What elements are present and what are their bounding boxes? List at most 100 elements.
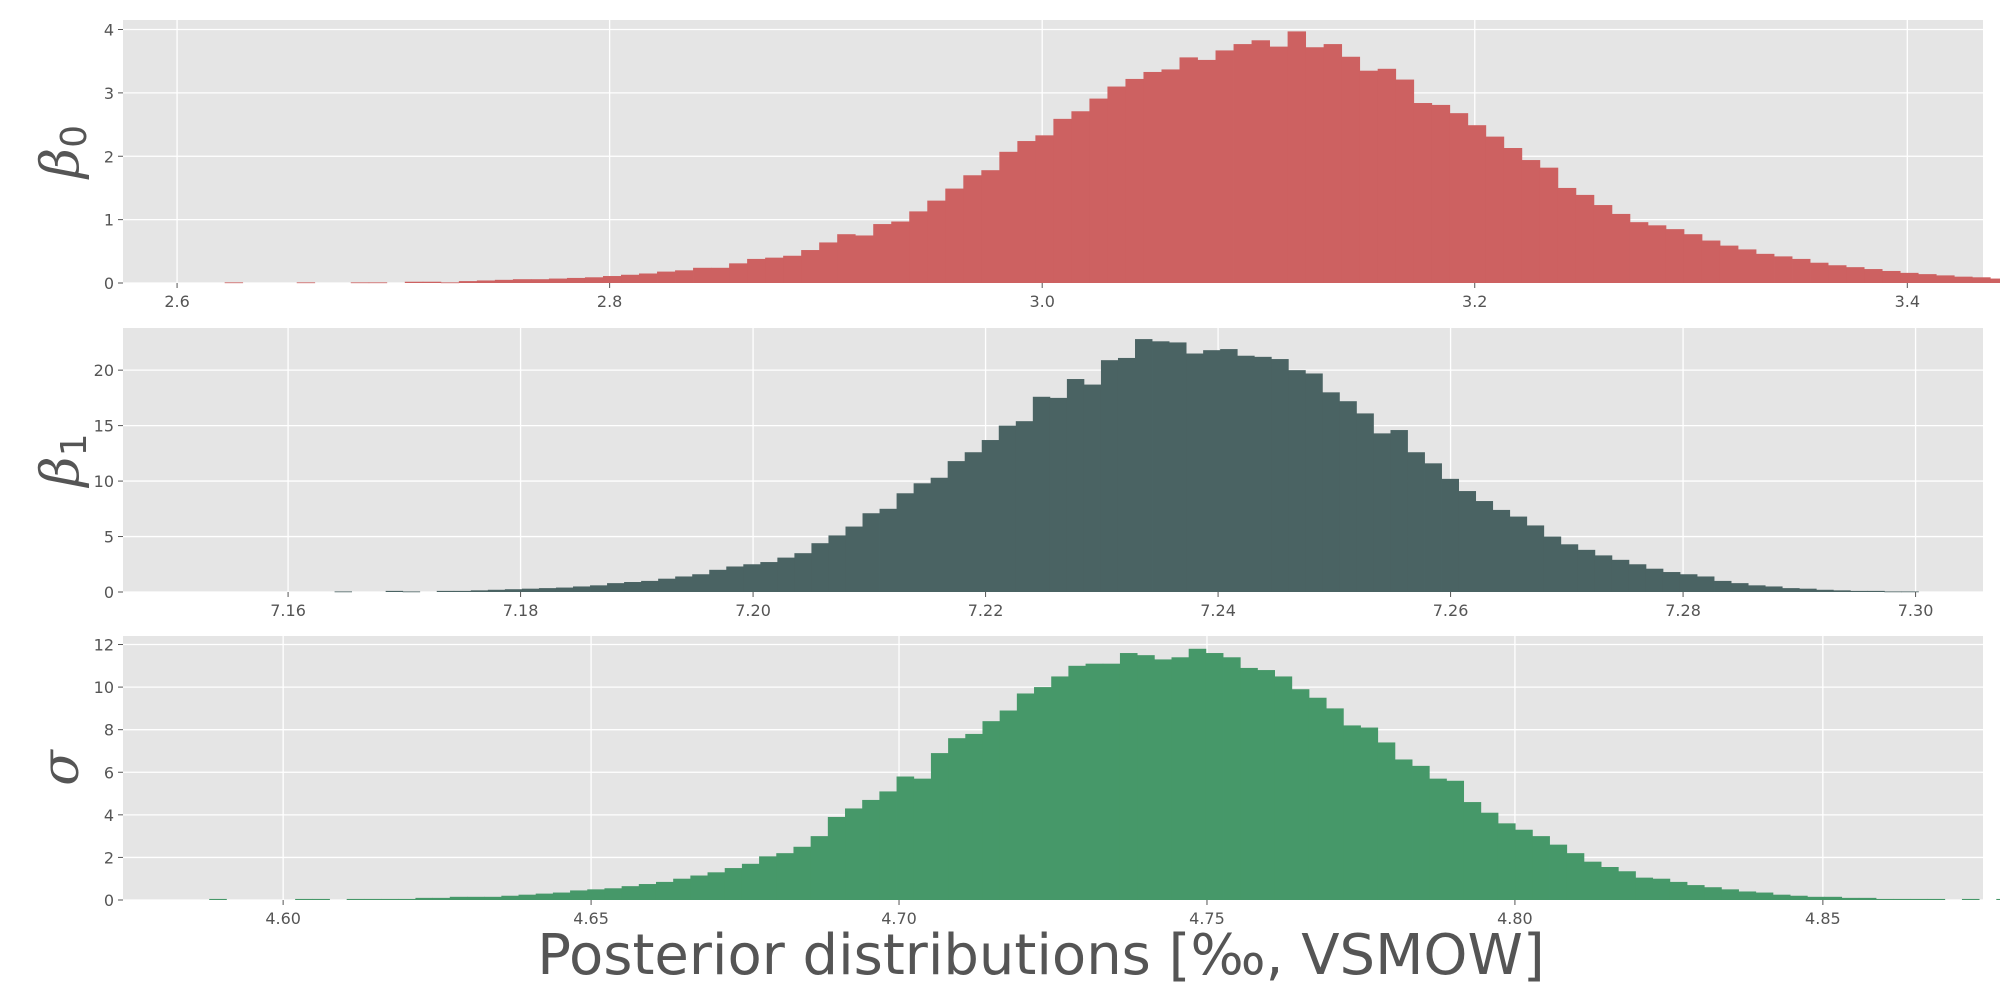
histogram-bar — [1287, 31, 1307, 284]
histogram-bar — [1810, 262, 1829, 283]
histogram-bar — [760, 562, 778, 592]
histogram-bar — [1373, 433, 1391, 592]
histogram-bar — [963, 175, 982, 283]
histogram-bar — [1846, 267, 1865, 283]
histogram-bar — [295, 898, 313, 900]
histogram-bar — [1475, 501, 1494, 592]
histogram-bar — [1051, 676, 1069, 900]
histogram-bar — [819, 242, 838, 283]
histogram-bar — [1618, 871, 1636, 900]
histogram-bar — [1446, 780, 1465, 900]
y-axis-label-subscript: 1 — [54, 434, 95, 457]
histogram-bar — [743, 564, 761, 592]
histogram-bar — [1119, 653, 1138, 900]
x-tick-label: 7.28 — [1665, 601, 1701, 620]
histogram-bar — [590, 585, 608, 592]
histogram-bar — [777, 557, 795, 592]
histogram-bar — [368, 282, 388, 284]
histogram-bar — [1257, 670, 1275, 900]
histogram-bar — [1413, 103, 1433, 283]
x-tick-label: 4.80 — [1497, 909, 1533, 928]
histogram-bar — [470, 590, 489, 592]
histogram-bar — [1395, 79, 1415, 284]
histogram-bar — [548, 278, 568, 283]
histogram-bar — [1864, 269, 1883, 283]
histogram-bar — [855, 235, 874, 283]
histogram-bar — [1697, 576, 1715, 592]
histogram-bar — [1721, 889, 1739, 900]
histogram-bar — [1532, 836, 1550, 900]
histogram-bar — [1774, 256, 1793, 283]
histogram-bar — [552, 892, 571, 900]
x-tick-label: 7.22 — [968, 601, 1004, 620]
histogram-bar — [1882, 270, 1901, 283]
histogram-bar — [449, 896, 468, 900]
histogram-bar — [947, 461, 966, 592]
histogram-bar — [1792, 258, 1811, 283]
x-tick-label: 3.2 — [1462, 292, 1487, 311]
histogram-bar — [1645, 568, 1664, 592]
histogram-bar — [811, 543, 829, 592]
histogram-bar — [1575, 194, 1595, 283]
histogram-bar — [1326, 708, 1344, 900]
histogram-bar — [1772, 894, 1791, 900]
histogram-bar — [487, 589, 506, 592]
histogram-bar — [587, 889, 605, 900]
histogram-bar — [1884, 591, 1902, 593]
histogram-bar — [1560, 544, 1579, 592]
y-axis-label: β0 — [31, 125, 95, 180]
histogram-bar — [879, 791, 897, 900]
histogram-bar — [432, 897, 451, 900]
histogram-panel-1: 7.16 7.18 7.20 7.22 7.24 7.26 7.28 7.30 0 5 10 15 20… — [31, 328, 1983, 620]
histogram-bar — [538, 588, 557, 592]
histogram-bar — [1343, 725, 1361, 900]
histogram-bar — [1100, 360, 1119, 592]
histogram-bar — [909, 211, 928, 283]
histogram-bar — [765, 257, 784, 283]
y-tick-label: 2 — [104, 147, 114, 166]
histogram-bar — [927, 200, 946, 283]
histogram-bar — [1015, 421, 1034, 592]
histogram-bar — [1577, 549, 1596, 592]
histogram-bar — [862, 799, 880, 900]
histogram-bar — [1635, 877, 1654, 900]
histogram-bar — [1828, 265, 1847, 283]
histogram-bar — [1463, 802, 1482, 900]
histogram-bar — [1205, 653, 1224, 900]
histogram-bar — [747, 258, 766, 283]
x-tick-label: 7.16 — [270, 601, 306, 620]
histogram-bar — [945, 188, 964, 283]
histogram-bar — [512, 279, 532, 283]
histogram-bar — [584, 277, 604, 283]
histogram-bar — [1665, 229, 1685, 283]
histogram-bar — [1137, 655, 1155, 900]
histogram-bar — [1223, 657, 1241, 900]
histogram-bar — [1017, 141, 1036, 283]
histogram-bar — [1394, 759, 1413, 900]
histogram-bar — [759, 856, 777, 900]
histogram-bar — [1233, 44, 1252, 284]
histogram-bar — [1503, 148, 1523, 283]
histogram-bar — [1390, 430, 1408, 592]
histogram-bar — [1807, 896, 1825, 900]
histogram-bar — [555, 587, 574, 592]
histogram-bar — [1322, 392, 1340, 592]
y-tick-label: 2 — [104, 848, 114, 867]
histogram-bar — [484, 896, 502, 900]
figure-x-axis-label: Posterior distributions [‰, VSMOW] — [537, 923, 1544, 988]
histogram-bar — [1424, 463, 1442, 592]
histogram-bar — [1032, 396, 1051, 592]
histogram-bar — [1850, 590, 1868, 592]
x-tick-label: 7.20 — [735, 601, 771, 620]
x-tick-label: 2.6 — [164, 292, 189, 311]
x-tick-label: 2.8 — [597, 292, 622, 311]
histogram-bar — [1954, 276, 1973, 283]
histogram-bar — [1669, 881, 1688, 900]
histogram-bar — [1662, 572, 1681, 592]
histogram-bar — [440, 282, 460, 284]
histogram-bar — [1714, 580, 1732, 592]
histogram-bar — [837, 234, 856, 283]
histogram-bar — [1179, 57, 1198, 283]
histogram-bar — [1647, 225, 1667, 283]
